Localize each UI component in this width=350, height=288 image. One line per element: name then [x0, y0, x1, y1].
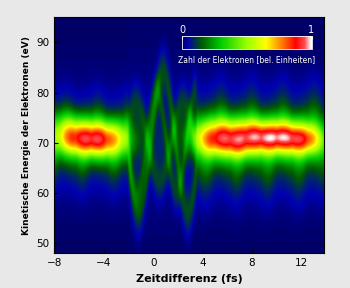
Text: Zahl der Elektronen [bel. Einheiten]: Zahl der Elektronen [bel. Einheiten]	[178, 55, 315, 65]
X-axis label: Zeitdifferenz (fs): Zeitdifferenz (fs)	[136, 274, 242, 284]
Y-axis label: Kinetische Energie der Elektronen (eV): Kinetische Energie der Elektronen (eV)	[22, 36, 31, 235]
